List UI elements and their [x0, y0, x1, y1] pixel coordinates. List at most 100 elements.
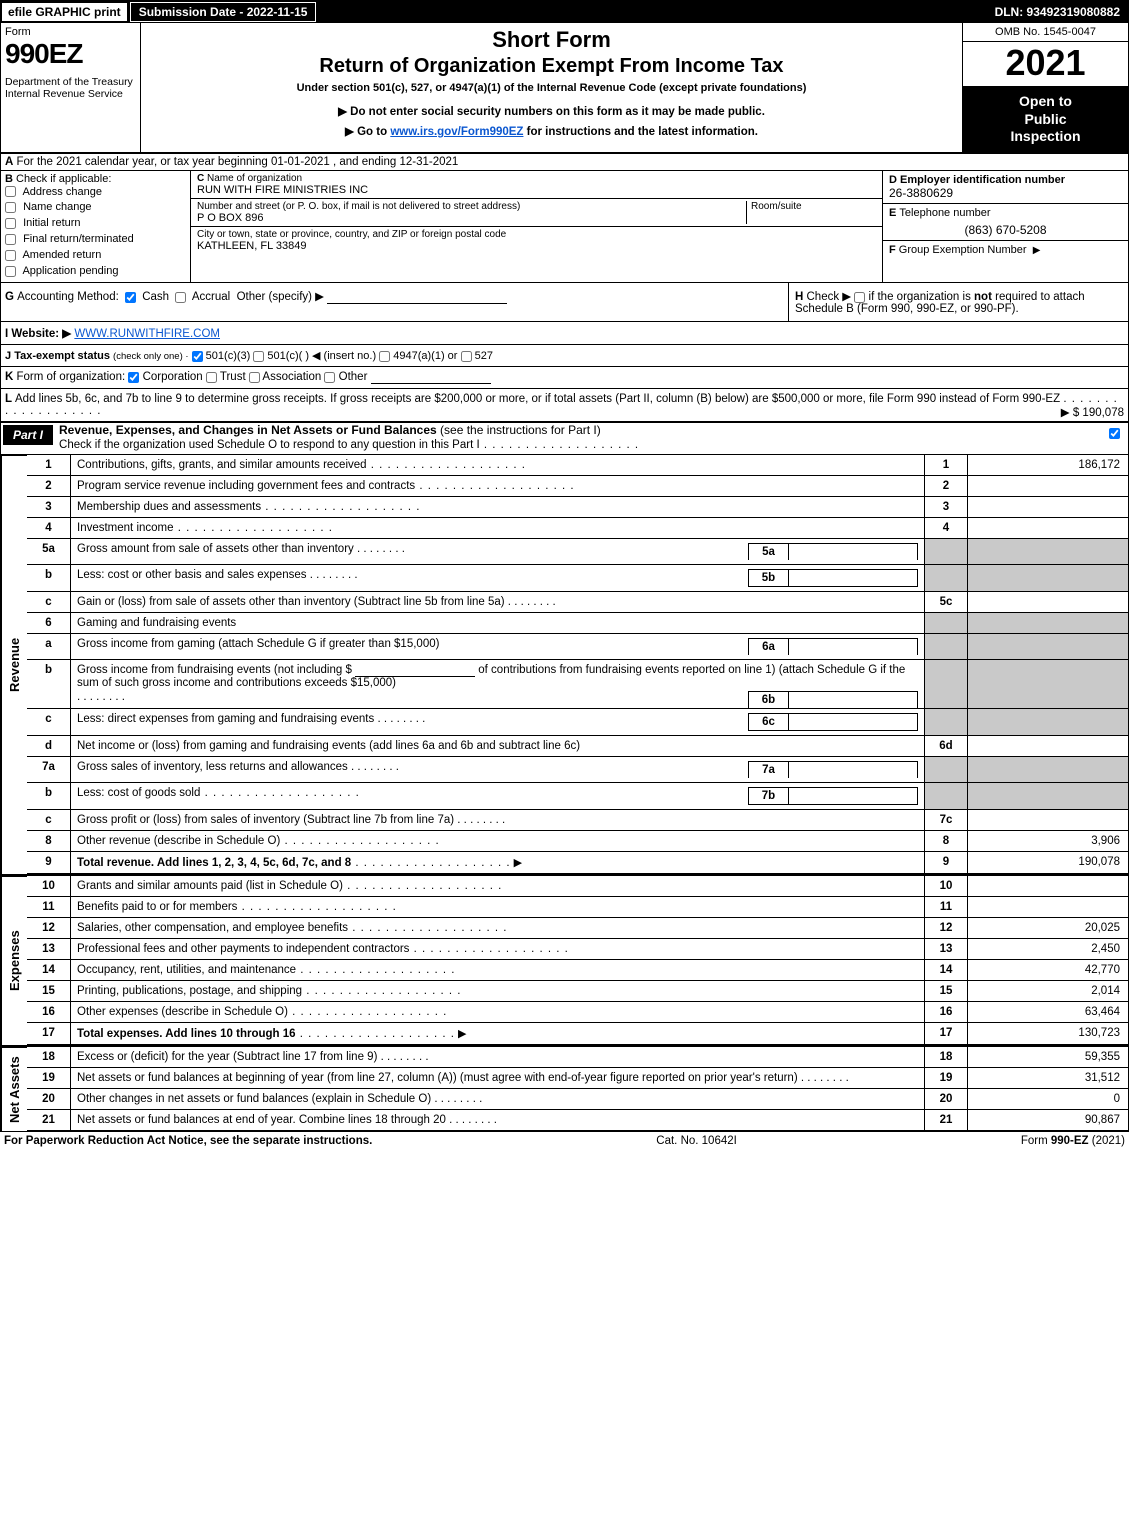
line-13-no: 13 [27, 939, 71, 960]
line-2-ref: 2 [924, 476, 968, 497]
e-label: Telephone number [899, 207, 990, 219]
footer-cat-no: Cat. No. 10642I [372, 1135, 1021, 1147]
checkbox-cash[interactable] [125, 292, 136, 303]
checkbox-trust[interactable] [206, 372, 217, 383]
efile-label: efile GRAPHIC print [2, 3, 127, 21]
line-7a-desc: Gross sales of inventory, less returns a… [71, 757, 924, 783]
line-2-desc: Program service revenue including govern… [71, 476, 924, 497]
footer-right: Form 990-EZ (2021) [1021, 1135, 1125, 1147]
return-title: Return of Organization Exempt From Incom… [147, 55, 956, 78]
line-6d-no: d [27, 736, 71, 757]
checkbox-corporation[interactable] [128, 372, 139, 383]
line-7c-val [968, 810, 1128, 831]
header-right: OMB No. 1545-0047 2021 Open to Public In… [963, 23, 1128, 152]
line-15-desc: Printing, publications, postage, and shi… [71, 981, 924, 1002]
checkbox-amended-return[interactable]: Amended return [5, 248, 186, 264]
line-18-val: 59,355 [968, 1047, 1128, 1068]
checkbox-527[interactable] [461, 351, 472, 362]
c-label: Name of organization [207, 173, 302, 184]
line-14-desc: Occupancy, rent, utilities, and maintena… [71, 960, 924, 981]
checkbox-association[interactable] [249, 372, 260, 383]
line-5c-desc: Gain or (loss) from sale of assets other… [71, 592, 924, 613]
line-6a-desc: Gross income from gaming (attach Schedul… [71, 634, 924, 660]
line-6a-ref [924, 634, 968, 660]
line-4-no: 4 [27, 518, 71, 539]
line-10-val [968, 876, 1128, 897]
website-link[interactable]: WWW.RUNWITHFIRE.COM [74, 328, 220, 340]
line-a: A For the 2021 calendar year, or tax yea… [1, 154, 1128, 171]
checkbox-4947[interactable] [379, 351, 390, 362]
line-7a-no: 7a [27, 757, 71, 783]
f-label: Group Exemption Number [899, 244, 1027, 256]
form-word: Form [5, 26, 136, 38]
checkbox-initial-return[interactable]: Initial return [5, 216, 186, 232]
line-7a-subval [788, 761, 918, 778]
checkbox-application-pending[interactable]: Application pending [5, 264, 186, 280]
line-12-no: 12 [27, 918, 71, 939]
street-label: Number and street (or P. O. box, if mail… [197, 201, 746, 212]
checkbox-name-change[interactable]: Name change [5, 200, 186, 216]
org-name: RUN WITH FIRE MINISTRIES INC [197, 184, 876, 196]
line-9-ref: 9 [924, 852, 968, 874]
line-7b-no: b [27, 783, 71, 810]
checkbox-h[interactable] [854, 292, 865, 303]
top-bar: efile GRAPHIC print Submission Date - 20… [1, 1, 1128, 23]
revenue-vlabel: Revenue [1, 455, 27, 874]
checkbox-address-change[interactable]: Address change [5, 185, 186, 201]
line-6d-desc: Net income or (loss) from gaming and fun… [71, 736, 924, 757]
line-b-label: Check if applicable: [16, 173, 111, 185]
line-5c-ref: 5c [924, 592, 968, 613]
goto-link[interactable]: www.irs.gov/Form990EZ [390, 126, 523, 138]
goto-pre: ▶ Go to [345, 126, 390, 138]
checkbox-other-org[interactable] [324, 372, 335, 383]
line-5b-desc: Less: cost or other basis and sales expe… [71, 565, 924, 592]
line-6b-val [968, 660, 1128, 709]
checkbox-accrual[interactable] [175, 292, 186, 303]
line-14-ref: 14 [924, 960, 968, 981]
line-15-val: 2,014 [968, 981, 1128, 1002]
line-2-no: 2 [27, 476, 71, 497]
checkbox-final-return[interactable]: Final return/terminated [5, 232, 186, 248]
header-middle: Short Form Return of Organization Exempt… [141, 23, 963, 152]
line-6-ref [924, 613, 968, 634]
l-text: Add lines 5b, 6c, and 7b to line 9 to de… [15, 393, 1060, 405]
line-18-no: 18 [27, 1047, 71, 1068]
line-17-ref: 17 [924, 1023, 968, 1045]
goto-post: for instructions and the latest informat… [523, 126, 758, 138]
line-8-val: 3,906 [968, 831, 1128, 852]
line-13-desc: Professional fees and other payments to … [71, 939, 924, 960]
line-6a-no: a [27, 634, 71, 660]
line-1-ref: 1 [924, 455, 968, 476]
street-value: P O BOX 896 [197, 212, 746, 224]
page-footer: For Paperwork Reduction Act Notice, see … [0, 1132, 1129, 1150]
line-20-val: 0 [968, 1089, 1128, 1110]
line-a-text: For the 2021 calendar year, or tax year … [17, 156, 459, 168]
line-12-ref: 12 [924, 918, 968, 939]
line-18-ref: 18 [924, 1047, 968, 1068]
line-7b-val [968, 783, 1128, 810]
l-amount: ▶ $ 190,078 [1061, 405, 1124, 419]
line-19-ref: 19 [924, 1068, 968, 1089]
checkbox-schedule-o[interactable] [1109, 428, 1120, 439]
line-4-ref: 4 [924, 518, 968, 539]
line-19-no: 19 [27, 1068, 71, 1089]
checkbox-501c[interactable] [253, 351, 264, 362]
part-i-title: Revenue, Expenses, and Changes in Net As… [59, 420, 437, 437]
short-form-title: Short Form [147, 27, 956, 53]
expenses-table: Expenses 10 Grants and similar amounts p… [1, 874, 1128, 1045]
line-k: K Form of organization: Corporation Trus… [1, 367, 1128, 389]
line-6b-ref [924, 660, 968, 709]
line-18-desc: Excess or (deficit) for the year (Subtra… [71, 1047, 924, 1068]
line-3-val [968, 497, 1128, 518]
line-6a-val [968, 634, 1128, 660]
line-10-desc: Grants and similar amounts paid (list in… [71, 876, 924, 897]
line-13-val: 2,450 [968, 939, 1128, 960]
line-5b-no: b [27, 565, 71, 592]
form-number: 990EZ [5, 38, 136, 70]
line-j: J Tax-exempt status (check only one) · 5… [1, 345, 1128, 367]
checkbox-501c3[interactable] [192, 351, 203, 362]
line-i: I Website: ▶ WWW.RUNWITHFIRE.COM [1, 322, 1128, 345]
line-14-no: 14 [27, 960, 71, 981]
goto-text: ▶ Go to www.irs.gov/Form990EZ for instru… [147, 124, 956, 138]
line-7c-no: c [27, 810, 71, 831]
